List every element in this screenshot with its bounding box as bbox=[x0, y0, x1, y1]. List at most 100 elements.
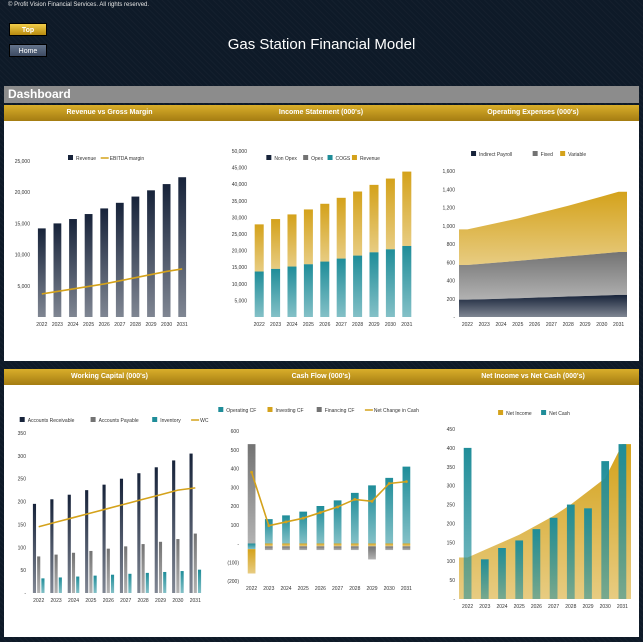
x-tick-label: 2024 bbox=[68, 598, 79, 604]
x-tick-label: 2031 bbox=[401, 322, 412, 328]
x-tick-label: 2029 bbox=[145, 322, 156, 328]
x-tick-label: 2024 bbox=[286, 322, 297, 328]
y-tick-label: 300 bbox=[231, 485, 240, 491]
legend-label: Opex bbox=[311, 156, 323, 162]
opex-chart: - 200 400 600 800 1,000 1,200 1,400 1,600 2022 202… bbox=[442, 151, 627, 328]
investing-cf-bar bbox=[247, 549, 256, 574]
net-cash-bar bbox=[515, 540, 524, 599]
legend-swatch bbox=[267, 407, 273, 412]
investing-cf-bar bbox=[333, 543, 342, 547]
net-change-point bbox=[370, 499, 374, 503]
home-button[interactable]: Home bbox=[9, 44, 47, 57]
y-tick-label: 5,000 bbox=[234, 298, 247, 304]
operating-cf-bar bbox=[350, 492, 359, 544]
revenue-segment bbox=[385, 178, 395, 250]
x-tick-label: 2030 bbox=[172, 598, 183, 604]
net-income-chart-panel: Net Income vs Net Cash (000's) - 50 100 150… bbox=[427, 369, 639, 637]
revenue-bar bbox=[147, 190, 155, 317]
revenue-segment bbox=[369, 184, 379, 253]
x-tick-label: 2029 bbox=[368, 322, 379, 328]
legend-label: EBITDA margin bbox=[110, 156, 145, 162]
ebitda-margin-line bbox=[41, 268, 183, 295]
x-tick-label: 2025 bbox=[298, 586, 309, 592]
accounts-receivable-bar bbox=[137, 473, 141, 593]
x-tick-label: 2029 bbox=[579, 322, 590, 328]
net-income-chart: - 50 100 150 200 250 300 350 400 450 2022 2023 2024 2… bbox=[447, 410, 631, 610]
y-tick-label: 100 bbox=[18, 545, 27, 551]
legend-swatch bbox=[19, 417, 25, 422]
accounts-receivable-bar bbox=[119, 478, 124, 593]
y-tick-label: 500 bbox=[231, 448, 240, 454]
x-tick-label: 2024 bbox=[495, 322, 506, 328]
cogs-segment bbox=[353, 255, 363, 317]
investing-cf-bar bbox=[316, 543, 325, 547]
x-tick-label: 2028 bbox=[130, 322, 141, 328]
net-cash-bar bbox=[532, 529, 541, 599]
y-tick-label: 40,000 bbox=[232, 182, 248, 188]
inventory-bar bbox=[128, 573, 132, 593]
revenue-segment bbox=[271, 219, 281, 269]
revenue-chart-panel: Revenue vs Gross Margin 5,000 10,000 15,00… bbox=[4, 105, 215, 361]
y-tick-label: 20,000 bbox=[232, 249, 248, 255]
working-capital-chart: - 50 100 150 200 250 300 350 2022 2023 2024 2025 202… bbox=[18, 417, 209, 604]
top-button[interactable]: Top bbox=[9, 23, 47, 36]
x-tick-label: 2022 bbox=[254, 322, 265, 328]
net-cash-bar bbox=[549, 517, 558, 599]
cogs-segment bbox=[271, 268, 281, 317]
x-tick-label: 2023 bbox=[479, 322, 490, 328]
investing-cf-bar bbox=[264, 543, 273, 547]
inventory-bar bbox=[163, 571, 167, 593]
revenue-bar bbox=[53, 223, 62, 317]
x-tick-label: 2027 bbox=[336, 322, 347, 328]
accounts-payable-bar bbox=[176, 539, 180, 593]
inventory-bar bbox=[76, 576, 80, 593]
y-tick-label: 400 bbox=[447, 446, 456, 452]
y-tick-label: 350 bbox=[447, 465, 456, 471]
cash-flow-chart-panel: Cash Flow (000's) (200) (100) - 100 200 300 40… bbox=[215, 369, 427, 637]
x-tick-label: 2029 bbox=[366, 586, 377, 592]
net-change-point bbox=[336, 505, 339, 509]
financing-cf-bar bbox=[333, 546, 342, 551]
operating-cf-bar bbox=[402, 466, 411, 544]
x-tick-label: 2022 bbox=[462, 604, 473, 610]
cogs-segment bbox=[369, 252, 379, 317]
operating-cf-bar bbox=[368, 485, 376, 544]
x-tick-label: 2026 bbox=[529, 322, 540, 328]
y-tick-label: 20,000 bbox=[15, 190, 31, 196]
net-income-chart-title: Net Income vs Net Cash (000's) bbox=[427, 369, 639, 385]
revenue-segment bbox=[402, 171, 412, 246]
x-tick-label: 2023 bbox=[479, 604, 490, 610]
investing-cf-bar bbox=[350, 543, 359, 547]
revenue-segment bbox=[303, 209, 313, 265]
accounts-receivable-bar bbox=[67, 494, 71, 593]
accounts-receivable-bar bbox=[50, 499, 54, 593]
x-tick-label: 2031 bbox=[190, 598, 201, 604]
y-tick-label: 200 bbox=[18, 500, 27, 506]
x-tick-label: 2025 bbox=[512, 322, 523, 328]
y-tick-label: - bbox=[453, 315, 455, 321]
legend-swatch bbox=[68, 155, 73, 160]
accounts-receivable-bar bbox=[85, 490, 89, 593]
x-tick-label: 2028 bbox=[565, 604, 576, 610]
revenue-segment bbox=[336, 197, 346, 259]
y-tick-label: 200 bbox=[447, 521, 456, 527]
revenue-segment bbox=[254, 224, 264, 272]
accounts-payable-bar bbox=[106, 548, 110, 593]
x-tick-label: 2026 bbox=[99, 322, 110, 328]
y-tick-label: 450 bbox=[447, 427, 456, 433]
legend-label: Variable bbox=[568, 152, 586, 158]
x-tick-label: 2027 bbox=[332, 586, 343, 592]
investing-cf-bar bbox=[368, 543, 376, 547]
x-tick-label: 2023 bbox=[270, 322, 281, 328]
net-cash-bar bbox=[618, 444, 627, 599]
legend-label: Net Change in Cash bbox=[374, 408, 419, 414]
legend-swatch bbox=[152, 417, 158, 422]
x-tick-label: 2027 bbox=[546, 322, 557, 328]
cogs-segment bbox=[303, 264, 313, 317]
y-tick-label: 100 bbox=[447, 559, 456, 565]
y-tick-label: - bbox=[453, 597, 455, 603]
legend-label: Inventory bbox=[160, 418, 181, 424]
y-tick-label: 10,000 bbox=[232, 282, 248, 288]
y-tick-label: 350 bbox=[18, 431, 27, 437]
y-tick-label: 600 bbox=[231, 429, 240, 435]
